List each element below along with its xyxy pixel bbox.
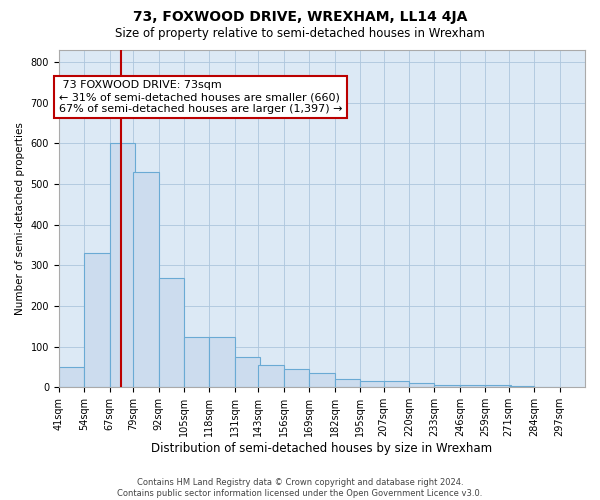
Bar [59, 367, 84, 388]
Text: Contains HM Land Registry data © Crown copyright and database right 2024.
Contai: Contains HM Land Registry data © Crown c… [118, 478, 482, 498]
Bar [158, 278, 184, 388]
Bar [235, 357, 260, 388]
Bar [259, 365, 284, 388]
Bar [534, 386, 560, 388]
Bar [284, 369, 309, 388]
Text: Size of property relative to semi-detached houses in Wrexham: Size of property relative to semi-detach… [115, 28, 485, 40]
Bar [209, 336, 235, 388]
Bar [460, 386, 485, 388]
Bar [133, 172, 158, 388]
Bar [409, 384, 434, 388]
Bar [434, 386, 460, 388]
Bar [335, 379, 360, 388]
Text: 73 FOXWOOD DRIVE: 73sqm
← 31% of semi-detached houses are smaller (660)
67% of s: 73 FOXWOOD DRIVE: 73sqm ← 31% of semi-de… [59, 80, 342, 114]
Bar [84, 253, 110, 388]
Bar [485, 386, 511, 388]
Bar [383, 382, 409, 388]
Text: 73, FOXWOOD DRIVE, WREXHAM, LL14 4JA: 73, FOXWOOD DRIVE, WREXHAM, LL14 4JA [133, 10, 467, 24]
X-axis label: Distribution of semi-detached houses by size in Wrexham: Distribution of semi-detached houses by … [151, 442, 493, 455]
Bar [184, 336, 209, 388]
Y-axis label: Number of semi-detached properties: Number of semi-detached properties [15, 122, 25, 315]
Bar [110, 144, 135, 388]
Bar [309, 373, 335, 388]
Bar [360, 382, 385, 388]
Bar [509, 386, 534, 388]
